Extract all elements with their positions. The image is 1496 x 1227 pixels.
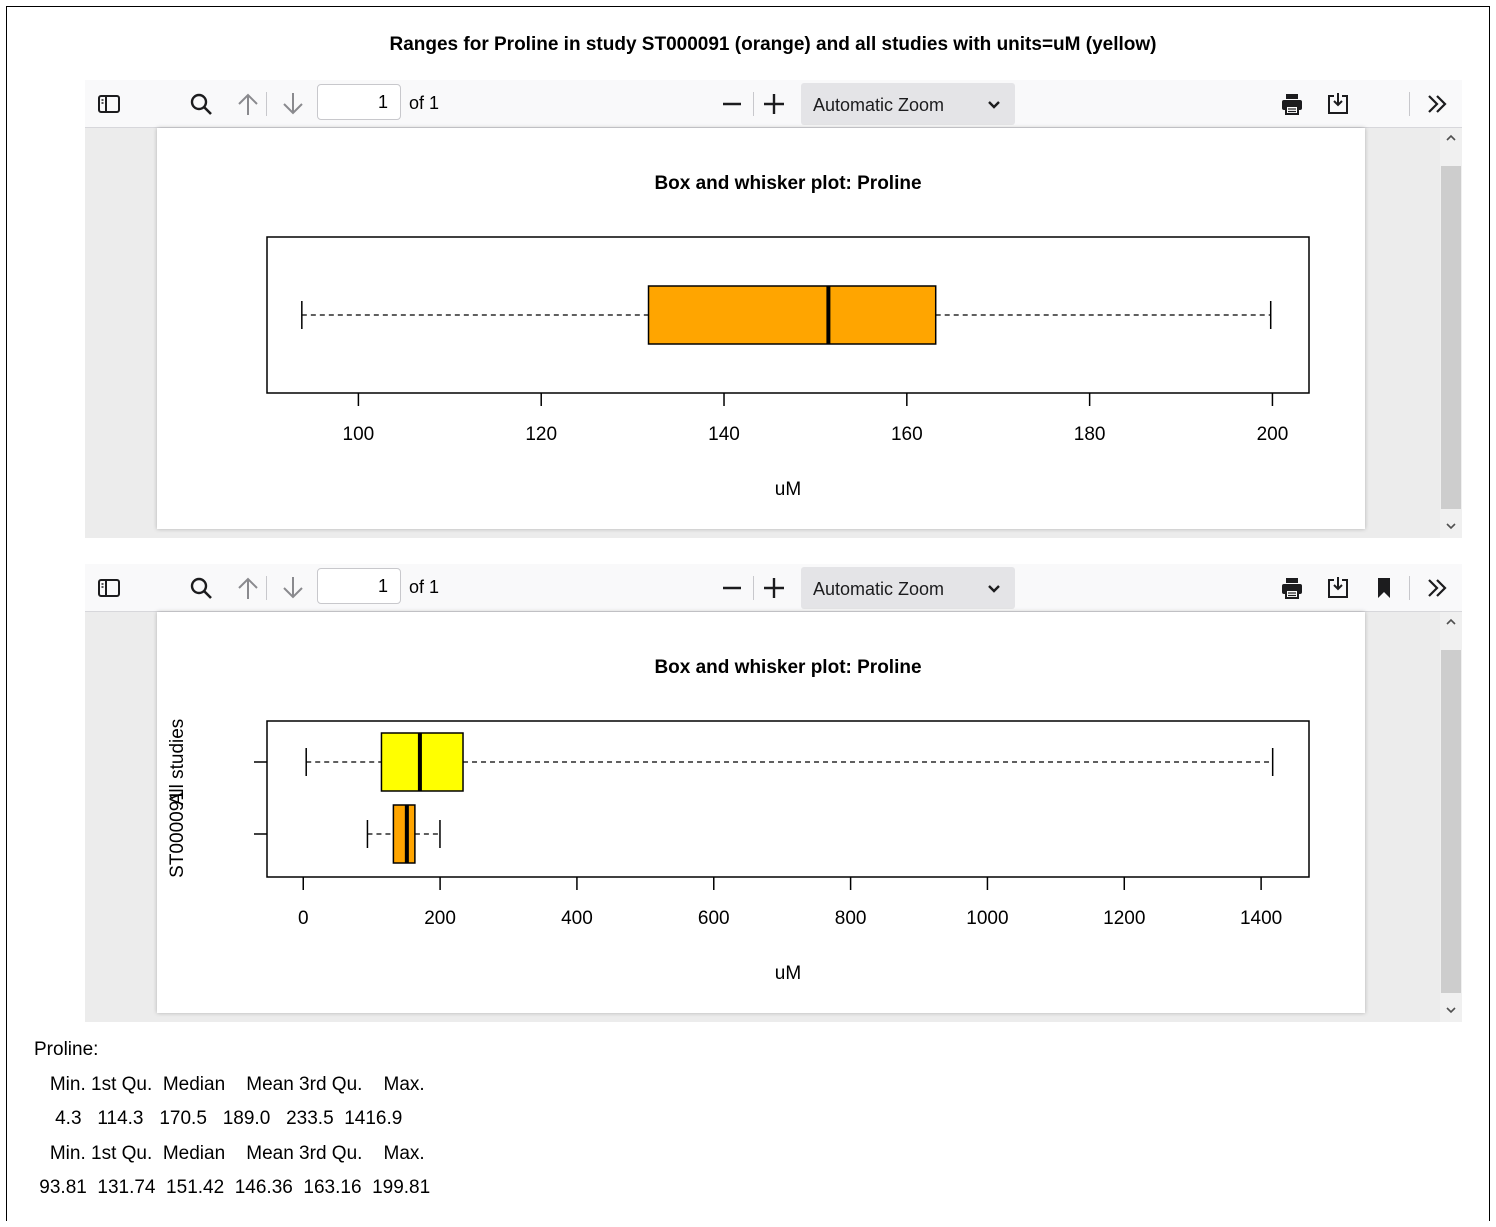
zoom-in-icon[interactable] xyxy=(761,575,787,601)
scroll-up-icon[interactable] xyxy=(1440,614,1462,630)
x-tick-label: 140 xyxy=(708,424,740,445)
zoom-select-label: Automatic Zoom xyxy=(813,95,945,115)
y-tick-label: ST000091 xyxy=(167,790,188,878)
scroll-up-icon[interactable] xyxy=(1440,130,1462,146)
double-chevron-right-icon[interactable] xyxy=(1424,575,1450,601)
page-number-input[interactable]: 1 xyxy=(317,568,401,604)
box xyxy=(647,285,937,345)
arrow-up-icon[interactable] xyxy=(235,91,261,117)
save-icon[interactable] xyxy=(1324,91,1352,117)
arrow-down-icon[interactable] xyxy=(280,575,306,601)
save-icon[interactable] xyxy=(1324,575,1352,601)
zoom-select-label: Automatic Zoom xyxy=(813,579,945,599)
x-tick-label: 0 xyxy=(298,908,309,929)
print-icon[interactable] xyxy=(1278,91,1306,117)
summary-label: Proline: xyxy=(34,1039,99,1060)
scroll-thumb[interactable] xyxy=(1441,650,1461,993)
plot-frame xyxy=(266,236,1310,394)
page-title: Ranges for Proline in study ST000091 (or… xyxy=(389,34,1157,55)
summary-output: Proline: Min. 1st Qu. Median Mean 3rd Qu… xyxy=(34,1033,435,1206)
boxplot-chart: Box and whisker plot: Proline 0 200 400 600 8… xyxy=(167,657,1310,984)
search-icon[interactable] xyxy=(187,91,215,117)
scrollbar[interactable] xyxy=(1440,612,1462,1022)
page-count-label: of 1 xyxy=(409,93,440,113)
summary-header-row: Min. 1st Qu. Median Mean 3rd Qu. Max. xyxy=(34,1073,430,1095)
chart-title: Box and whisker plot: Proline xyxy=(654,173,921,194)
x-tick-label: 1400 xyxy=(1240,908,1282,929)
y-tick-label: All studies xyxy=(167,719,188,806)
x-tick-label: 800 xyxy=(835,908,867,929)
x-tick-label: 100 xyxy=(343,424,375,445)
page-number-input[interactable]: 1 xyxy=(317,84,401,120)
chevron-down-icon xyxy=(987,96,1001,117)
pdf-page: Box and whisker plot: Proline 0 200 400 600 8… xyxy=(157,612,1365,1013)
x-axis-label: uM xyxy=(775,963,801,984)
arrow-down-icon[interactable] xyxy=(280,91,306,117)
iframe-border xyxy=(6,6,1490,1221)
toolbar-separator xyxy=(753,92,754,116)
pdf-toolbar: 1 of 1 Automatic Zoom xyxy=(85,80,1462,128)
pdf-viewer-1: 1 of 1 Automatic Zoom Box and whisker pl… xyxy=(85,80,1462,538)
pdf-page: Box and whisker plot: Proline 100 120 140 16… xyxy=(157,128,1365,529)
print-icon[interactable] xyxy=(1278,575,1306,601)
x-tick-label: 1200 xyxy=(1103,908,1145,929)
sidebar-toggle-icon[interactable] xyxy=(95,91,123,117)
toolbar-separator xyxy=(753,576,754,600)
summary-header-row: Min. 1st Qu. Median Mean 3rd Qu. Max. xyxy=(34,1142,430,1164)
zoom-select[interactable]: Automatic Zoom xyxy=(801,83,1015,125)
summary-values-row: 93.81 131.74 151.42 146.36 163.16 199.81 xyxy=(34,1177,436,1198)
x-tick-label: 160 xyxy=(891,424,923,445)
zoom-out-icon[interactable] xyxy=(719,575,745,601)
x-tick-label: 120 xyxy=(525,424,557,445)
x-tick-label: 200 xyxy=(424,908,456,929)
toolbar-separator xyxy=(266,92,267,116)
pdf-canvas-area[interactable]: Box and whisker plot: Proline 100 120 140 16… xyxy=(85,128,1462,538)
chevron-down-icon xyxy=(987,580,1001,601)
boxplot-chart: Box and whisker plot: Proline 100 120 140 16… xyxy=(266,173,1310,500)
chart-title: Box and whisker plot: Proline xyxy=(654,657,921,678)
pdf-canvas-area[interactable]: Box and whisker plot: Proline 0 200 400 600 8… xyxy=(85,612,1462,1022)
x-tick-label: 400 xyxy=(561,908,593,929)
box xyxy=(392,804,416,864)
sidebar-toggle-icon[interactable] xyxy=(95,575,123,601)
toolbar-separator xyxy=(1409,576,1410,600)
arrow-up-icon[interactable] xyxy=(235,575,261,601)
summary-values-row: 4.3 114.3 170.5 189.0 233.5 1416.9 xyxy=(34,1108,408,1129)
pdf-toolbar: 1 of 1 Automatic Zoom xyxy=(85,564,1462,612)
toolbar-separator xyxy=(266,576,267,600)
zoom-out-icon[interactable] xyxy=(719,91,745,117)
pdf-viewer-2: 1 of 1 Automatic Zoom Box and whisker pl… xyxy=(85,564,1462,1022)
page-count-label: of 1 xyxy=(409,577,440,597)
double-chevron-right-icon[interactable] xyxy=(1424,91,1450,117)
x-axis-label: uM xyxy=(775,479,801,500)
x-tick-label: 1000 xyxy=(966,908,1008,929)
x-tick-label: 600 xyxy=(698,908,730,929)
zoom-in-icon[interactable] xyxy=(761,91,787,117)
toolbar-separator xyxy=(1409,92,1410,116)
x-tick-label: 180 xyxy=(1074,424,1106,445)
scroll-down-icon[interactable] xyxy=(1440,518,1462,534)
scrollbar[interactable] xyxy=(1440,128,1462,538)
scroll-thumb[interactable] xyxy=(1441,166,1461,509)
x-tick-label: 200 xyxy=(1257,424,1289,445)
bookmark-icon[interactable] xyxy=(1371,575,1397,601)
scroll-down-icon[interactable] xyxy=(1440,1002,1462,1018)
plot-frame xyxy=(266,720,1310,878)
zoom-select[interactable]: Automatic Zoom xyxy=(801,567,1015,609)
search-icon[interactable] xyxy=(187,575,215,601)
box xyxy=(380,732,464,792)
